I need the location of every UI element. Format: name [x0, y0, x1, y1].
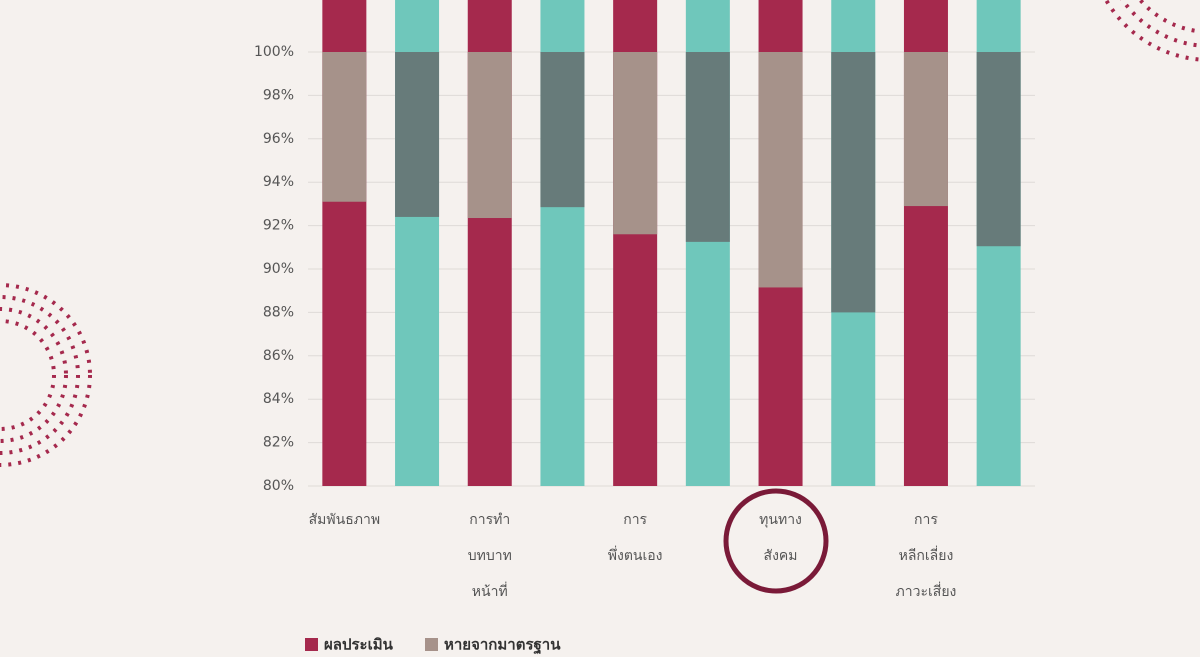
y-tick-label: 92%	[263, 218, 294, 234]
y-tick-label: 90%	[263, 261, 294, 277]
legend-label: หายจากมาตรฐาน	[444, 636, 561, 655]
legend-swatch	[305, 638, 318, 651]
bar-segment	[322, 52, 366, 202]
x-tick-label-line: การ	[623, 512, 647, 528]
x-tick-label-line: สัมพันธภาพ	[309, 512, 380, 528]
y-tick-label: 84%	[263, 391, 294, 407]
bar-segment	[395, 52, 439, 217]
chart: 80% 82% 84% 86% 88% 90% 92% 94% 96% 98% 100% สัมพัน…	[0, 0, 1200, 657]
x-tick-label: สัมพันธภาพ	[309, 512, 380, 528]
x-tick-label-line: หน้าที่	[472, 582, 508, 600]
x-tick-label-line: บทบาท	[468, 548, 512, 564]
y-tick-label: 88%	[263, 304, 294, 320]
x-tick-label-line: พึ่งตนเอง	[608, 546, 663, 564]
bar-segment	[831, 52, 875, 312]
y-tick-label: 80%	[263, 478, 294, 494]
x-tick-label-line: การ	[914, 512, 938, 528]
bar-segment	[977, 52, 1021, 246]
y-tick-label: 98%	[263, 87, 294, 103]
x-tick-label-line: ทุนทาง	[759, 512, 802, 528]
legend-swatch	[425, 638, 438, 651]
bar-segment	[613, 52, 657, 234]
x-tick-label-line: หลีกเลี่ยง	[899, 546, 954, 564]
x-tick-label-line: ภาวะเสี่ยง	[896, 582, 957, 600]
y-tick-label: 82%	[263, 435, 294, 451]
y-tick-label: 94%	[263, 174, 294, 190]
bar-segment	[759, 52, 803, 287]
y-tick-label: 96%	[263, 131, 294, 147]
x-tick-label-line: การทำ	[469, 512, 510, 528]
bar-segment	[904, 52, 948, 206]
x-tick-label: การทำบทบาทหน้าที่	[468, 512, 512, 600]
legend-label: ผลประเมิน	[324, 636, 394, 654]
y-tick-label: 100%	[254, 44, 294, 60]
x-tick-label-line: สังคม	[764, 548, 798, 564]
bar-segment	[540, 52, 584, 207]
bar-segment	[686, 52, 730, 242]
bar-segment	[468, 52, 512, 218]
y-tick-label: 86%	[263, 348, 294, 364]
